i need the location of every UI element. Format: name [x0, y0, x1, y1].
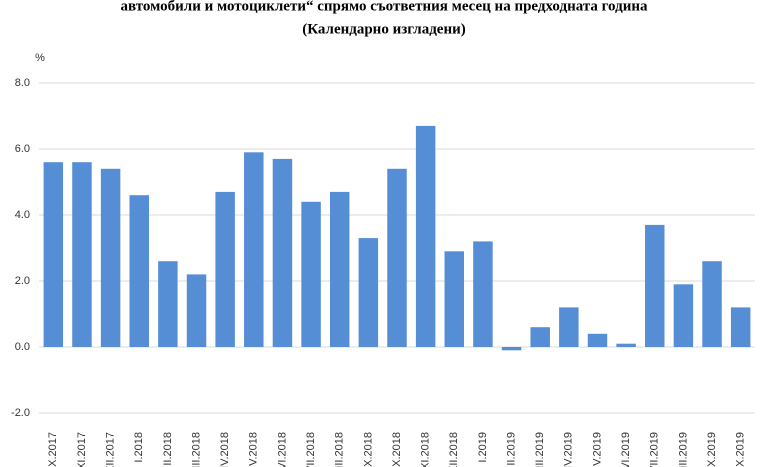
- bar: [100, 168, 121, 347]
- bar: [645, 224, 665, 347]
- x-tick-label: V.2019: [591, 432, 603, 466]
- x-tick-label: II.2019: [505, 432, 517, 466]
- bar: [501, 347, 522, 351]
- y-tick-label: -2.0: [11, 407, 30, 419]
- bar: [473, 241, 493, 347]
- bar: [702, 261, 722, 347]
- x-tick-label: IV.2019: [563, 432, 575, 467]
- x-tick-label: VIII.2019: [677, 432, 689, 467]
- y-tick-label: 8.0: [15, 77, 30, 89]
- x-tick-label: I.2018: [133, 432, 145, 463]
- bar: [730, 307, 751, 347]
- bar: [129, 195, 149, 347]
- x-tick-label: IX.2018: [362, 432, 374, 467]
- x-tick-label: II.2018: [162, 432, 174, 466]
- x-tick-label: VII.2018: [305, 432, 317, 467]
- y-axis-label: %: [35, 52, 45, 64]
- bar: [587, 333, 608, 347]
- bar: [387, 168, 407, 347]
- y-tick-label: 4.0: [15, 209, 30, 221]
- bar: [616, 343, 636, 347]
- x-tick-label: VI.2019: [620, 432, 632, 467]
- x-tick-label: XI.2018: [420, 432, 432, 467]
- bar: [673, 284, 694, 347]
- x-tick-label: X.2019: [735, 432, 747, 467]
- x-tick-label: X.2018: [391, 432, 403, 467]
- x-tick-label: III.2019: [534, 432, 546, 467]
- x-tick-label: XI.2017: [76, 432, 88, 467]
- x-tick-label: VI.2018: [276, 432, 288, 467]
- x-tick-label: X.2017: [47, 432, 59, 467]
- x-tick-label: V.2018: [248, 432, 260, 466]
- bar: [215, 191, 235, 347]
- y-tick-label: 2.0: [15, 275, 30, 287]
- x-tick-label: III.2018: [190, 432, 202, 467]
- x-tick-label: XII.2018: [448, 432, 460, 467]
- y-tick-label: 6.0: [15, 143, 30, 155]
- x-tick-label: IX.2019: [706, 432, 718, 467]
- chart-subtitle: (Календарно изгладени): [302, 21, 466, 37]
- x-tick-label: VIII.2018: [334, 432, 346, 467]
- bar: [186, 274, 207, 347]
- bar: [301, 201, 321, 347]
- bar: [329, 191, 350, 347]
- bar: [272, 158, 293, 347]
- bar: [559, 307, 579, 347]
- bar: [158, 261, 178, 347]
- bar: [358, 238, 379, 347]
- chart-title: автомобили и мотоциклети“ спрямо съответ…: [121, 0, 648, 14]
- x-tick-label: VII.2019: [649, 432, 661, 467]
- bar: [415, 125, 436, 348]
- bar: [244, 152, 264, 347]
- bar: [43, 162, 64, 347]
- bar: [444, 251, 465, 347]
- x-tick-label: IV.2018: [219, 432, 231, 467]
- y-tick-label: 0.0: [15, 341, 30, 353]
- bar: [72, 162, 92, 347]
- bar: [530, 327, 550, 347]
- x-tick-label: I.2019: [477, 432, 489, 463]
- x-tick-label: XII.2017: [105, 432, 117, 467]
